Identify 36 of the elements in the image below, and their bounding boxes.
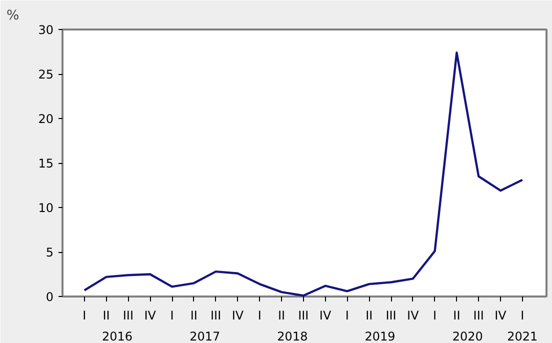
x-tick-label: IV: [232, 308, 244, 322]
x-tick-label: II: [102, 308, 110, 322]
y-tick-label: 5: [46, 246, 54, 260]
x-tick-label: I: [345, 308, 349, 322]
x-tick-label: I: [82, 308, 86, 322]
x-tick-label: I: [433, 308, 437, 322]
x-tick-label: III: [210, 308, 222, 322]
x-tick-label: II: [366, 308, 373, 322]
x-tick-label: III: [473, 308, 484, 322]
text: 2017: [190, 330, 220, 343]
y-tick-label: 20: [38, 112, 54, 126]
y-axis-title: %: [6, 8, 20, 24]
x-tick-label: III: [386, 308, 396, 322]
text: 2019: [364, 330, 396, 343]
x-tick-label: I: [520, 308, 524, 322]
x-tick-label: III: [298, 308, 309, 322]
y-tick-label: 0: [46, 290, 54, 304]
x-tick-label: IV: [407, 308, 420, 322]
y-tick-label: 15: [38, 156, 54, 170]
x-tick-label: IV: [144, 308, 157, 322]
y-tick-label: 25: [38, 68, 54, 82]
text: 2020: [452, 330, 483, 343]
y-tick-label: 30: [38, 23, 54, 37]
y-tick-label: 10: [38, 201, 54, 215]
text: 2018: [277, 330, 308, 343]
x-tick-label: II: [278, 308, 286, 322]
line-series: [83, 52, 524, 296]
text: 2021: [507, 330, 538, 343]
text: 2016: [102, 330, 133, 343]
x-tick-label: I: [258, 308, 262, 322]
x-tick-label: II: [453, 308, 460, 322]
x-tick-label: I: [170, 308, 174, 322]
x-tick-label: IV: [319, 308, 332, 322]
x-tick-label: IV: [494, 308, 508, 322]
x-tick-label: III: [122, 308, 134, 322]
x-tick-label: II: [190, 308, 198, 322]
